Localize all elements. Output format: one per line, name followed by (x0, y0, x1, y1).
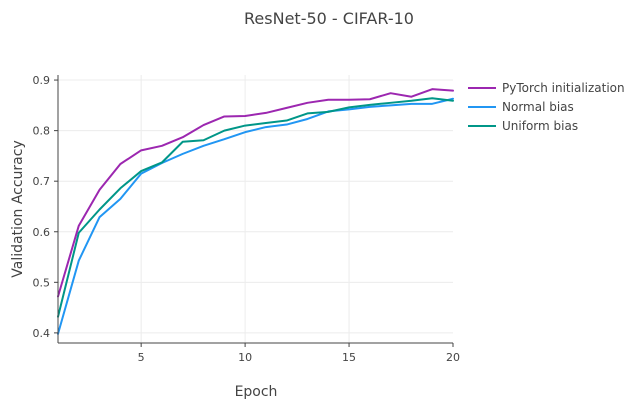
data-point (98, 208, 100, 210)
data-point (348, 99, 350, 101)
data-point (202, 145, 204, 147)
data-point (431, 103, 433, 105)
legend-item-2: Uniform bias (468, 119, 578, 133)
tick-layer: 0.4 0.5 0.6 0.7 0.8 0.9 5 10 15 20 (33, 74, 461, 364)
data-point (452, 100, 454, 102)
data-point (140, 170, 142, 172)
x-tick-label: 15 (342, 351, 356, 364)
data-point (306, 118, 308, 120)
data-point (306, 112, 308, 114)
x-tick-label: 10 (238, 351, 252, 364)
data-point (202, 124, 204, 126)
data-point (78, 232, 80, 234)
data-point (285, 107, 287, 109)
series-line (57, 97, 454, 335)
data-point (223, 115, 225, 117)
y-tick-label: 0.5 (33, 276, 51, 289)
series-line (57, 97, 454, 318)
series-0 (57, 88, 454, 298)
data-point (161, 161, 163, 163)
data-point (389, 104, 391, 106)
legend-label: PyTorch initialization (502, 81, 625, 95)
data-point (78, 259, 80, 261)
data-point (265, 126, 267, 128)
series-2 (57, 97, 454, 318)
x-tick-label: 20 (446, 351, 460, 364)
chart-title: ResNet-50 - CIFAR-10 (244, 9, 414, 28)
data-point (327, 99, 329, 101)
x-tick-label: 5 (138, 351, 145, 364)
data-point (244, 115, 246, 117)
data-point (410, 96, 412, 98)
data-point (452, 89, 454, 91)
legend-label: Uniform bias (502, 119, 578, 133)
legend: PyTorch initialization Normal bias Uniform… (468, 81, 625, 133)
data-point (389, 102, 391, 104)
data-point (98, 189, 100, 191)
data-point (223, 138, 225, 140)
axes-layer (57, 75, 453, 344)
data-point (182, 153, 184, 155)
data-point (265, 122, 267, 124)
data-point (140, 149, 142, 151)
data-point (119, 198, 121, 200)
data-point (431, 97, 433, 99)
legend-item-0: PyTorch initialization (468, 81, 625, 95)
data-point (119, 187, 121, 189)
plot-background (58, 75, 453, 343)
data-point (119, 163, 121, 165)
data-point (431, 88, 433, 90)
data-point (244, 124, 246, 126)
data-point (410, 103, 412, 105)
y-tick-label: 0.9 (33, 74, 51, 87)
y-tick-label: 0.8 (33, 125, 51, 138)
data-point (285, 123, 287, 125)
data-point (285, 119, 287, 121)
grid-layer (58, 75, 453, 343)
series-1 (57, 97, 454, 335)
y-tick-label: 0.7 (33, 175, 51, 188)
y-axis-label: Validation Accuracy (10, 140, 26, 278)
series-line (57, 88, 454, 298)
y-tick-label: 0.6 (33, 226, 51, 239)
data-point (98, 216, 100, 218)
data-point (161, 145, 163, 147)
data-point (265, 112, 267, 114)
data-point (306, 102, 308, 104)
x-axis-label: Epoch (235, 384, 278, 400)
data-point (202, 139, 204, 141)
data-point (369, 98, 371, 100)
data-point (389, 92, 391, 94)
data-point (244, 131, 246, 133)
legend-label: Normal bias (502, 100, 574, 114)
data-point (410, 100, 412, 102)
series-layer (57, 88, 454, 335)
legend-item-1: Normal bias (468, 100, 574, 114)
y-tick-label: 0.4 (33, 327, 51, 340)
data-point (182, 136, 184, 138)
plot-area: 0.4 0.5 0.6 0.7 0.8 0.9 5 10 15 20 (33, 74, 461, 364)
data-point (182, 141, 184, 143)
data-point (327, 111, 329, 113)
data-point (348, 106, 350, 108)
data-point (78, 224, 80, 226)
data-point (223, 129, 225, 131)
data-point (369, 104, 371, 106)
